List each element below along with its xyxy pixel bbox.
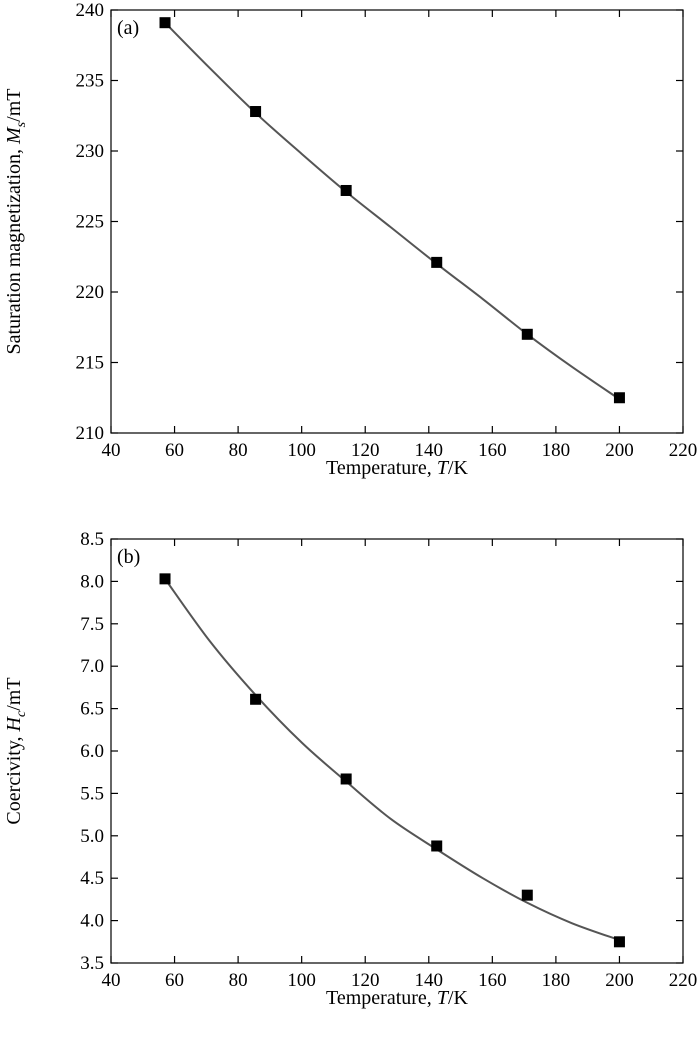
y-axis-title-prefix: Coercivity, [3,731,25,824]
y-axis-title-suffix: /mT [3,89,25,122]
x-axis-title-var: T [437,987,450,1009]
data-point-marker [340,773,352,785]
y-axis-title-sub: s [14,121,29,127]
y-axis-title: Saturation magnetization, Ms/mT [3,89,29,355]
data-point-marker [250,106,262,118]
x-tick-label: 60 [165,440,184,461]
x-tick-label: 100 [287,440,316,461]
panel-label: (b) [117,546,140,568]
x-tick-label: 160 [478,970,507,991]
y-axis-title-sub: c [14,710,29,717]
x-tick-label: 220 [669,970,698,991]
x-tick-label: 200 [605,970,634,991]
y-axis-title: Coercivity, Hc/mT [3,677,29,824]
y-tick-label: 8.0 [80,571,104,592]
x-axis-title-suffix: /K [448,457,469,479]
y-tick-label: 235 [76,71,105,92]
y-tick-label: 220 [76,282,105,303]
x-axis-title: Temperature, T/K [326,987,468,1009]
x-tick-label: 80 [229,970,248,991]
data-point-marker [431,840,443,852]
data-point-marker [340,184,352,196]
x-axis-title-var: T [437,457,450,479]
data-point-marker [613,936,625,948]
x-tick-label: 200 [605,440,634,461]
x-tick-label: 180 [542,970,571,991]
y-tick-label: 7.0 [80,656,104,677]
y-tick-label: 6.5 [80,699,104,720]
y-axis-title-suffix: /mT [3,677,25,710]
y-tick-label: 6.0 [80,741,104,762]
y-tick-label: 210 [76,423,105,444]
x-tick-label: 60 [165,970,184,991]
y-tick-label: 8.5 [80,529,104,550]
data-point-marker [521,889,533,901]
y-tick-label: 5.0 [80,826,104,847]
data-point-marker [613,392,625,404]
y-tick-label: 3.5 [80,953,104,974]
data-point-marker [521,328,533,340]
y-tick-label: 225 [76,212,105,233]
plot-frame [110,9,684,434]
x-tick-label: 120 [351,970,380,991]
y-tick-label: 230 [76,141,105,162]
y-axis-title-var: M [3,126,25,145]
x-tick-label: 40 [102,440,121,461]
x-tick-label: 160 [478,440,507,461]
x-tick-label: 120 [351,440,380,461]
data-point-marker [159,17,171,29]
x-axis-title-suffix: /K [448,987,469,1009]
data-point-marker [250,693,262,705]
y-tick-label: 215 [76,353,105,374]
panel-label: (a) [117,17,139,39]
y-tick-label: 5.5 [80,783,104,804]
x-tick-label: 100 [287,970,316,991]
data-point-marker [431,256,443,268]
data-point-marker [159,573,171,585]
x-axis-title-prefix: Temperature, [326,987,437,1009]
x-axis-title: Temperature, T/K [326,457,468,479]
chart-panel-b: 40 60 80 100 120 140 160 180 200 220 3.5 4.0 4.5 5.0 5… [3,529,697,1009]
x-tick-label: 140 [415,970,444,991]
fit-curve [164,578,620,942]
x-tick-label: 140 [415,440,444,461]
y-tick-label: 4.5 [80,868,104,889]
y-axis-title-var: H [3,715,25,732]
y-axis-title-prefix: Saturation magnetization, [3,144,25,355]
x-tick-label: 180 [542,440,571,461]
y-tick-label: 7.5 [80,614,104,635]
y-tick-label: 4.0 [80,911,104,932]
x-axis-title-prefix: Temperature, [326,457,437,479]
x-tick-label: 40 [102,970,121,991]
chart-panel-a: 40 60 80 100 120 140 160 180 200 220 210 215 220 225 2… [3,0,697,479]
plot-frame [110,538,684,964]
fit-curve [164,21,621,400]
y-tick-label: 240 [76,0,105,21]
x-tick-label: 80 [229,440,248,461]
x-tick-label: 220 [669,440,698,461]
